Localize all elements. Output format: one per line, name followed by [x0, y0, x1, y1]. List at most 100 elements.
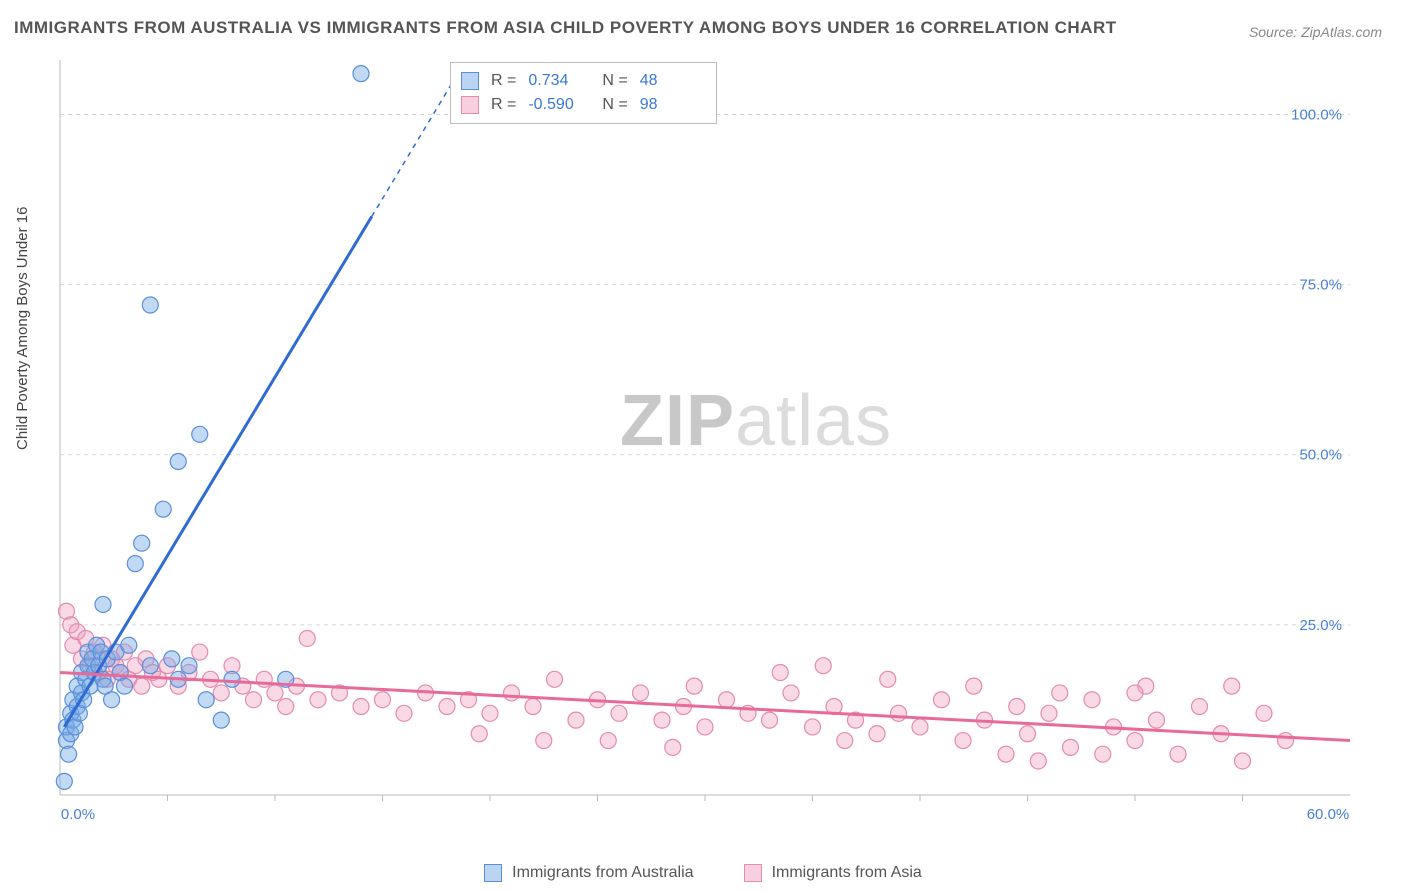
- data-point: [1041, 705, 1057, 721]
- data-point: [686, 678, 702, 694]
- n-label: N =: [602, 93, 627, 117]
- r-value-australia: 0.734: [528, 69, 590, 93]
- data-point: [310, 692, 326, 708]
- data-point: [1278, 733, 1294, 749]
- data-point: [142, 658, 158, 674]
- correlation-legend: R = 0.734 N = 48 R = -0.590 N = 98: [450, 62, 717, 124]
- data-point: [121, 637, 137, 653]
- data-point: [1127, 685, 1143, 701]
- y-tick-label: 100.0%: [1291, 106, 1342, 123]
- data-point: [934, 692, 950, 708]
- data-point: [170, 454, 186, 470]
- data-point: [213, 712, 229, 728]
- n-value-australia: 48: [640, 69, 702, 93]
- data-point: [117, 678, 133, 694]
- data-point: [600, 733, 616, 749]
- legend-row-australia: R = 0.734 N = 48: [461, 69, 702, 93]
- data-point: [1149, 712, 1165, 728]
- data-point: [536, 733, 552, 749]
- data-point: [998, 746, 1014, 762]
- data-point: [654, 712, 670, 728]
- legend-label: Immigrants from Australia: [512, 864, 693, 882]
- data-point: [482, 705, 498, 721]
- data-point: [439, 699, 455, 715]
- data-point: [104, 692, 120, 708]
- data-point: [1030, 753, 1046, 769]
- data-point: [1170, 746, 1186, 762]
- r-label: R =: [491, 69, 516, 93]
- data-point: [719, 692, 735, 708]
- data-point: [568, 712, 584, 728]
- data-point: [783, 685, 799, 701]
- data-point: [504, 685, 520, 701]
- data-point: [278, 699, 294, 715]
- data-point: [267, 685, 283, 701]
- data-point: [61, 746, 77, 762]
- data-point: [869, 726, 885, 742]
- data-point: [134, 535, 150, 551]
- data-point: [1063, 739, 1079, 755]
- data-point: [772, 665, 788, 681]
- data-point: [547, 671, 563, 687]
- data-point: [1052, 685, 1068, 701]
- swatch-blue: [484, 864, 502, 882]
- data-point: [955, 733, 971, 749]
- data-point: [471, 726, 487, 742]
- x-tick-label: 60.0%: [1307, 806, 1350, 823]
- data-point: [1256, 705, 1272, 721]
- x-tick-label: 0.0%: [61, 806, 95, 823]
- data-point: [396, 705, 412, 721]
- data-point: [95, 596, 111, 612]
- data-point: [192, 644, 208, 660]
- data-point: [805, 719, 821, 735]
- data-point: [837, 733, 853, 749]
- y-tick-label: 50.0%: [1299, 447, 1342, 464]
- data-point: [1127, 733, 1143, 749]
- data-point: [353, 66, 369, 82]
- data-point: [633, 685, 649, 701]
- legend-item-asia: Immigrants from Asia: [744, 864, 922, 882]
- r-label: R =: [491, 93, 516, 117]
- swatch-blue: [461, 72, 479, 90]
- data-point: [912, 719, 928, 735]
- swatch-pink: [461, 96, 479, 114]
- data-point: [56, 773, 72, 789]
- regression-line-australia: [64, 217, 371, 727]
- plot-svg: 25.0% 50.0% 75.0% 100.0% 0.0% 60.0%: [50, 55, 1360, 825]
- data-point: [891, 705, 907, 721]
- data-point: [1020, 726, 1036, 742]
- data-point: [155, 501, 171, 517]
- y-tick-label: 75.0%: [1299, 277, 1342, 294]
- data-point: [880, 671, 896, 687]
- chart-title: IMMIGRANTS FROM AUSTRALIA VS IMMIGRANTS …: [14, 18, 1117, 38]
- n-label: N =: [602, 69, 627, 93]
- legend-item-australia: Immigrants from Australia: [484, 864, 693, 882]
- data-point: [697, 719, 713, 735]
- y-tick-label: 25.0%: [1299, 617, 1342, 634]
- data-point: [815, 658, 831, 674]
- data-point: [525, 699, 541, 715]
- data-point: [164, 651, 180, 667]
- data-point: [1224, 678, 1240, 694]
- r-value-asia: -0.590: [528, 93, 590, 117]
- data-point: [353, 699, 369, 715]
- data-point: [966, 678, 982, 694]
- data-point: [1095, 746, 1111, 762]
- data-point: [299, 630, 315, 646]
- n-value-asia: 98: [640, 93, 702, 117]
- data-point: [181, 658, 197, 674]
- y-axis-label: Child Poverty Among Boys Under 16: [14, 207, 31, 450]
- legend-label: Immigrants from Asia: [772, 864, 922, 882]
- source-attribution: Source: ZipAtlas.com: [1249, 24, 1382, 40]
- data-point: [375, 692, 391, 708]
- legend-row-asia: R = -0.590 N = 98: [461, 93, 702, 117]
- series-legend: Immigrants from Australia Immigrants fro…: [0, 864, 1406, 882]
- data-point: [665, 739, 681, 755]
- data-point: [246, 692, 262, 708]
- data-point: [762, 712, 778, 728]
- scatter-plot: 25.0% 50.0% 75.0% 100.0% 0.0% 60.0%: [50, 55, 1360, 825]
- data-point: [1192, 699, 1208, 715]
- data-point: [198, 692, 214, 708]
- data-point: [213, 685, 229, 701]
- regression-line-australia-extrap: [372, 74, 458, 217]
